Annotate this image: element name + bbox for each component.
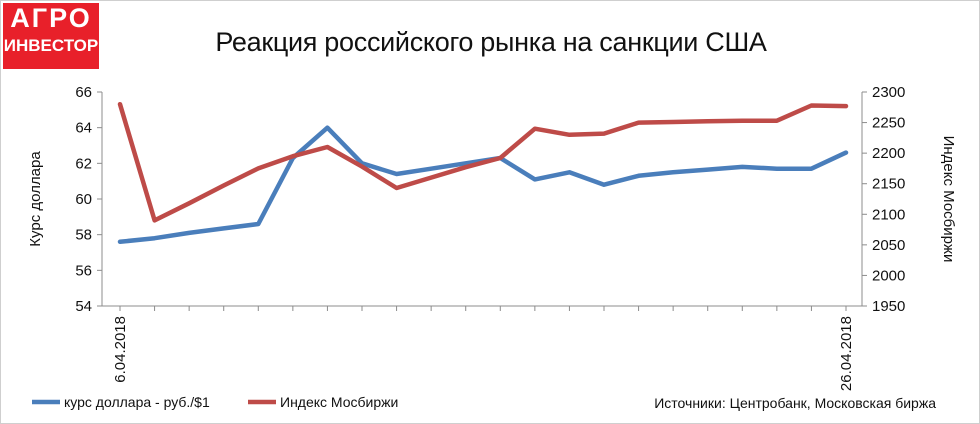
moex-index-point [326,146,328,148]
usd-rate-point [465,162,467,164]
x-tick-label: 26.04.2018 [838,316,855,391]
right-tick-label: 2050 [872,237,905,254]
usd-rate-point [741,166,743,168]
moex-index-point [638,122,640,124]
axes-group [97,91,867,311]
x-tick-label: 6.04.2018 [112,316,129,383]
legend-label-usd-rate: курс доллара - руб./$1 [64,394,210,410]
usd-rate-point [361,162,363,164]
left-tick-label: 58 [75,227,92,244]
chart-title: Реакция российского рынка на санкции США [215,27,767,57]
left-axis-title: Курс доллара [27,151,44,247]
legend: курс доллара - руб./$1 Индекс Мосбиржи [32,394,398,410]
usd-rate-point [603,184,605,186]
moex-index-point [776,120,778,122]
usd-rate-point [810,168,812,170]
legend-label-moex-index: Индекс Мосбиржи [280,394,398,410]
logo-line1: АГРО [10,3,92,33]
left-tick-label: 60 [75,191,92,208]
axis-labels: 54 56 58 60 62 64 66 1950 2000 2050 2100 2150 2200 22… [27,84,957,391]
usd-rate-point [154,237,156,239]
usd-rate-point [188,232,190,234]
moex-index-point [845,105,847,107]
moex-index-point [223,185,225,187]
right-tick-label: 2100 [872,206,905,223]
moex-index-point [257,167,259,169]
moex-index-point [672,121,674,123]
moex-index-point [741,120,743,122]
right-tick-label: 1950 [872,298,905,315]
moex-index-point [188,202,190,204]
right-tick-label: 2150 [872,176,905,193]
moex-index-point [707,120,709,122]
moex-index-point [119,103,121,105]
usd-rate-point [776,168,778,170]
usd-rate-point [672,171,674,173]
moex-index-point [154,219,156,221]
logo-line2: ИНВЕСТОР [3,36,99,55]
left-tick-label: 56 [75,262,92,279]
left-tick-label: 66 [75,84,92,101]
usd-rate-point [223,227,225,229]
right-axis-title: Индекс Мосбиржи [940,136,957,263]
usd-rate-point [396,173,398,175]
left-tick-label: 64 [75,120,92,137]
usd-rate-point [534,178,536,180]
left-tick-label: 54 [75,298,92,315]
usd-rate-point [430,168,432,170]
moex-index-point [568,134,570,136]
moex-index-point [396,187,398,189]
moex-index-point [499,157,501,159]
usd-rate-point [326,127,328,129]
right-tick-label: 2200 [872,145,905,162]
left-tick-label: 62 [75,155,92,172]
moex-index-point [534,128,536,130]
moex-index-point [810,104,812,106]
right-tick-label: 2250 [872,115,905,132]
moex-index-point [430,177,432,179]
agroinvestor-logo: АГРО ИНВЕСТОР [3,3,99,69]
usd-rate-point [707,169,709,171]
series-line-moex-index [117,101,849,223]
series-lines [117,101,849,245]
usd-rate-point [568,171,570,173]
usd-rate-point [119,241,121,243]
source-note: Источники: Центробанк, Московская биржа [654,395,936,411]
moex-index-point [465,166,467,168]
moex-index-point [603,133,605,135]
moex-index-point [292,155,294,157]
usd-rate-point [845,152,847,154]
usd-rate-point [638,175,640,177]
usd-rate-point [257,223,259,225]
right-tick-label: 2000 [872,267,905,284]
right-tick-label: 2300 [872,84,905,101]
moex-index-point [361,166,363,168]
